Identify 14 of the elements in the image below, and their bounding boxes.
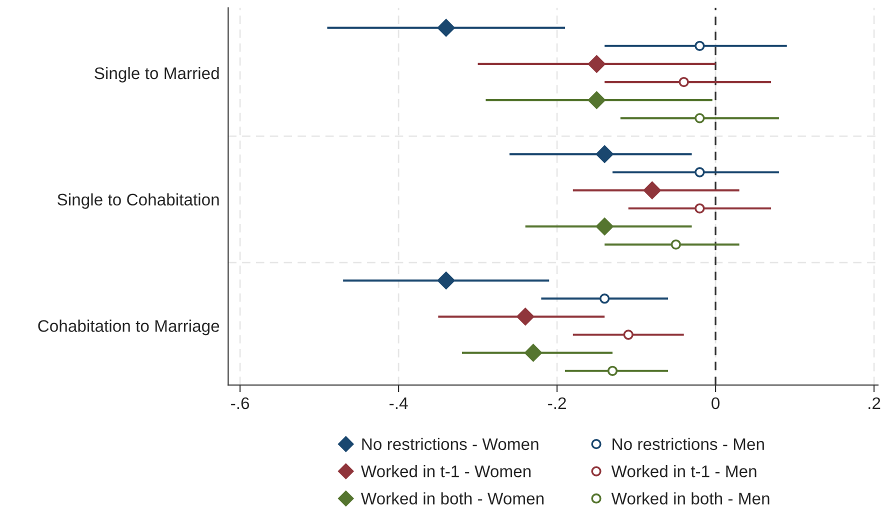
x-tick-label: -.6 [231,397,250,410]
legend-label: Worked in both - Women [360,492,544,504]
legend-label: Worked in t-1 - Men [611,465,756,478]
y-tick-label: Cohabitation to Marriage [38,320,220,336]
y-tick-label: Single to Cohabitation [58,193,219,209]
x-tick-label: -.4 [390,398,408,409]
y-tick-label: Single to Married [94,66,219,82]
x-tick-label: .2 [868,397,880,409]
legend-label: Worked in t-1 - Women [360,465,531,478]
legend-label: Worked in both - Men [611,492,770,504]
x-tick-label: -.2 [548,397,566,409]
x-tick-label: 0 [712,397,720,410]
legend-label: No restrictions - Women [362,438,538,450]
legend-label: No restrictions - Men [612,438,764,450]
